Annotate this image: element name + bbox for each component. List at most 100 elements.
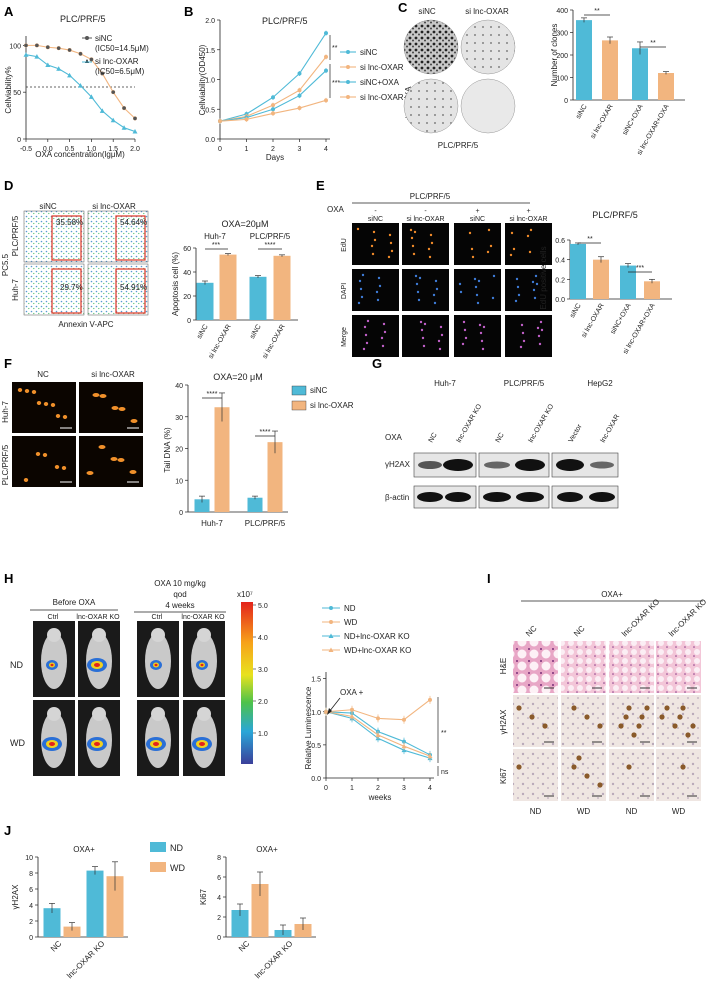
gate [115, 268, 146, 314]
data-point [402, 739, 406, 744]
data-point [100, 71, 105, 76]
image-grid: -siNC-si lnc-OXAR+siNC+si lnc-OXAREdUDAP… [341, 208, 552, 357]
bar [194, 499, 210, 512]
legend-swatch [150, 862, 166, 872]
y-tick-label: 0.5 [205, 107, 215, 114]
legend: siNC si lnc-OXAR siNC+OXA si lnc-OXAR+OXA [340, 48, 426, 102]
legend-label: si lnc-OXAR [95, 57, 139, 66]
data-point [78, 83, 83, 88]
legend-marker [346, 95, 350, 99]
bar [43, 908, 61, 937]
x-tick-label: 4 [324, 146, 328, 153]
scale-tick-label: 2.0 [258, 699, 268, 706]
fluorescence-image [454, 315, 501, 357]
row-label: PLC/PRF/5 [1, 444, 10, 485]
positive-nucleus [597, 723, 603, 729]
data-point [89, 57, 94, 62]
column-label: si lnc-OXAR [91, 370, 135, 379]
cell-spot [421, 336, 425, 340]
cell-spot [478, 323, 482, 327]
ihc-image [656, 695, 701, 747]
y-tick-label: 4 [217, 895, 221, 902]
cell-spot [361, 273, 365, 277]
cell-spot [372, 230, 376, 234]
y-tick-label: 200 [556, 53, 568, 60]
band [445, 492, 471, 502]
cell-spot [509, 253, 513, 257]
comet [35, 452, 41, 456]
fluorescence-image [352, 269, 399, 311]
band [516, 492, 544, 502]
fluorescence-image [402, 315, 449, 357]
y-axis-label: Cellviability% [4, 66, 13, 113]
cell-spot [487, 228, 491, 232]
ihc-image [656, 641, 701, 693]
cell-spot [459, 290, 463, 294]
flow-plot [23, 263, 85, 316]
cell-spot [409, 228, 413, 232]
y-tick-label: 0 [17, 137, 21, 144]
y-tick-label: 0.0 [311, 776, 321, 783]
cell-spot [414, 274, 418, 278]
comet [42, 453, 48, 457]
x-tick-label: si lnc-OXAR [581, 303, 606, 340]
cell-spot [378, 284, 382, 288]
legend-label: si lnc-OXAR [310, 401, 354, 410]
data-point [24, 43, 28, 48]
column-label: Ctrl [48, 614, 59, 621]
column-label: lnc-OXAR KO [181, 614, 225, 621]
y-tick-label: 50 [13, 90, 21, 97]
x-tick-label: NC [237, 939, 252, 954]
y-tick-label: 8 [217, 855, 221, 862]
x-tick-label: siNC [569, 303, 583, 320]
cell-spot [534, 274, 538, 278]
band [484, 461, 510, 469]
bar [231, 910, 249, 937]
row-label: H&E [499, 658, 508, 674]
bar [214, 407, 230, 512]
cell-spot [413, 230, 417, 234]
cell-spot [537, 334, 541, 338]
comet [99, 394, 107, 398]
cell-spot [528, 250, 532, 254]
cell-spot [519, 345, 523, 349]
lane-label: Vector [568, 423, 584, 444]
cell-spot [420, 328, 424, 332]
bar [267, 442, 283, 512]
bar [644, 281, 660, 299]
chart-title: PLC/PRF/5 [592, 210, 638, 220]
sig-label: *** [212, 242, 220, 249]
panel-label: I [487, 571, 491, 586]
ihc-image [513, 641, 558, 693]
ihc-grid [513, 641, 701, 801]
series-layer [23, 43, 138, 134]
sig-label: ** [441, 730, 447, 737]
data-point [271, 95, 275, 100]
y-tick-labels: 0 20 40 60 [183, 246, 196, 325]
positive-nucleus [631, 732, 637, 738]
bar-layer [231, 871, 312, 937]
cell-spot [512, 247, 516, 251]
data-point [324, 31, 328, 36]
cell-spot [475, 293, 479, 297]
y-tick-label: 0.0 [555, 297, 565, 304]
column-label: siNC [418, 7, 436, 16]
cell-spot [461, 342, 465, 346]
comet [17, 388, 23, 392]
positive-nucleus [516, 705, 522, 711]
y-tick-label: 0.5 [311, 743, 321, 750]
bar [219, 254, 237, 320]
column-label: siNC [470, 216, 485, 223]
comet-images [12, 382, 143, 487]
panel-e: E PLC/PRF/5 OXA -siNC-si lnc-OXAR+siNC+s… [316, 178, 672, 357]
cell-label: HepG2 [587, 379, 613, 388]
data-point [324, 54, 328, 59]
lane-label: lnc-OXAR [600, 414, 622, 444]
comet [92, 393, 100, 397]
bottom-label: WD [672, 807, 686, 816]
comet [117, 458, 125, 462]
y-tick-label: 1.5 [311, 677, 321, 684]
y-tick-labels: 0.0 0.5 1.0 1.5 2.0 [205, 18, 220, 144]
legend-label: WD+lnc-OXAR KO [344, 646, 411, 655]
cell-spot [471, 255, 475, 259]
